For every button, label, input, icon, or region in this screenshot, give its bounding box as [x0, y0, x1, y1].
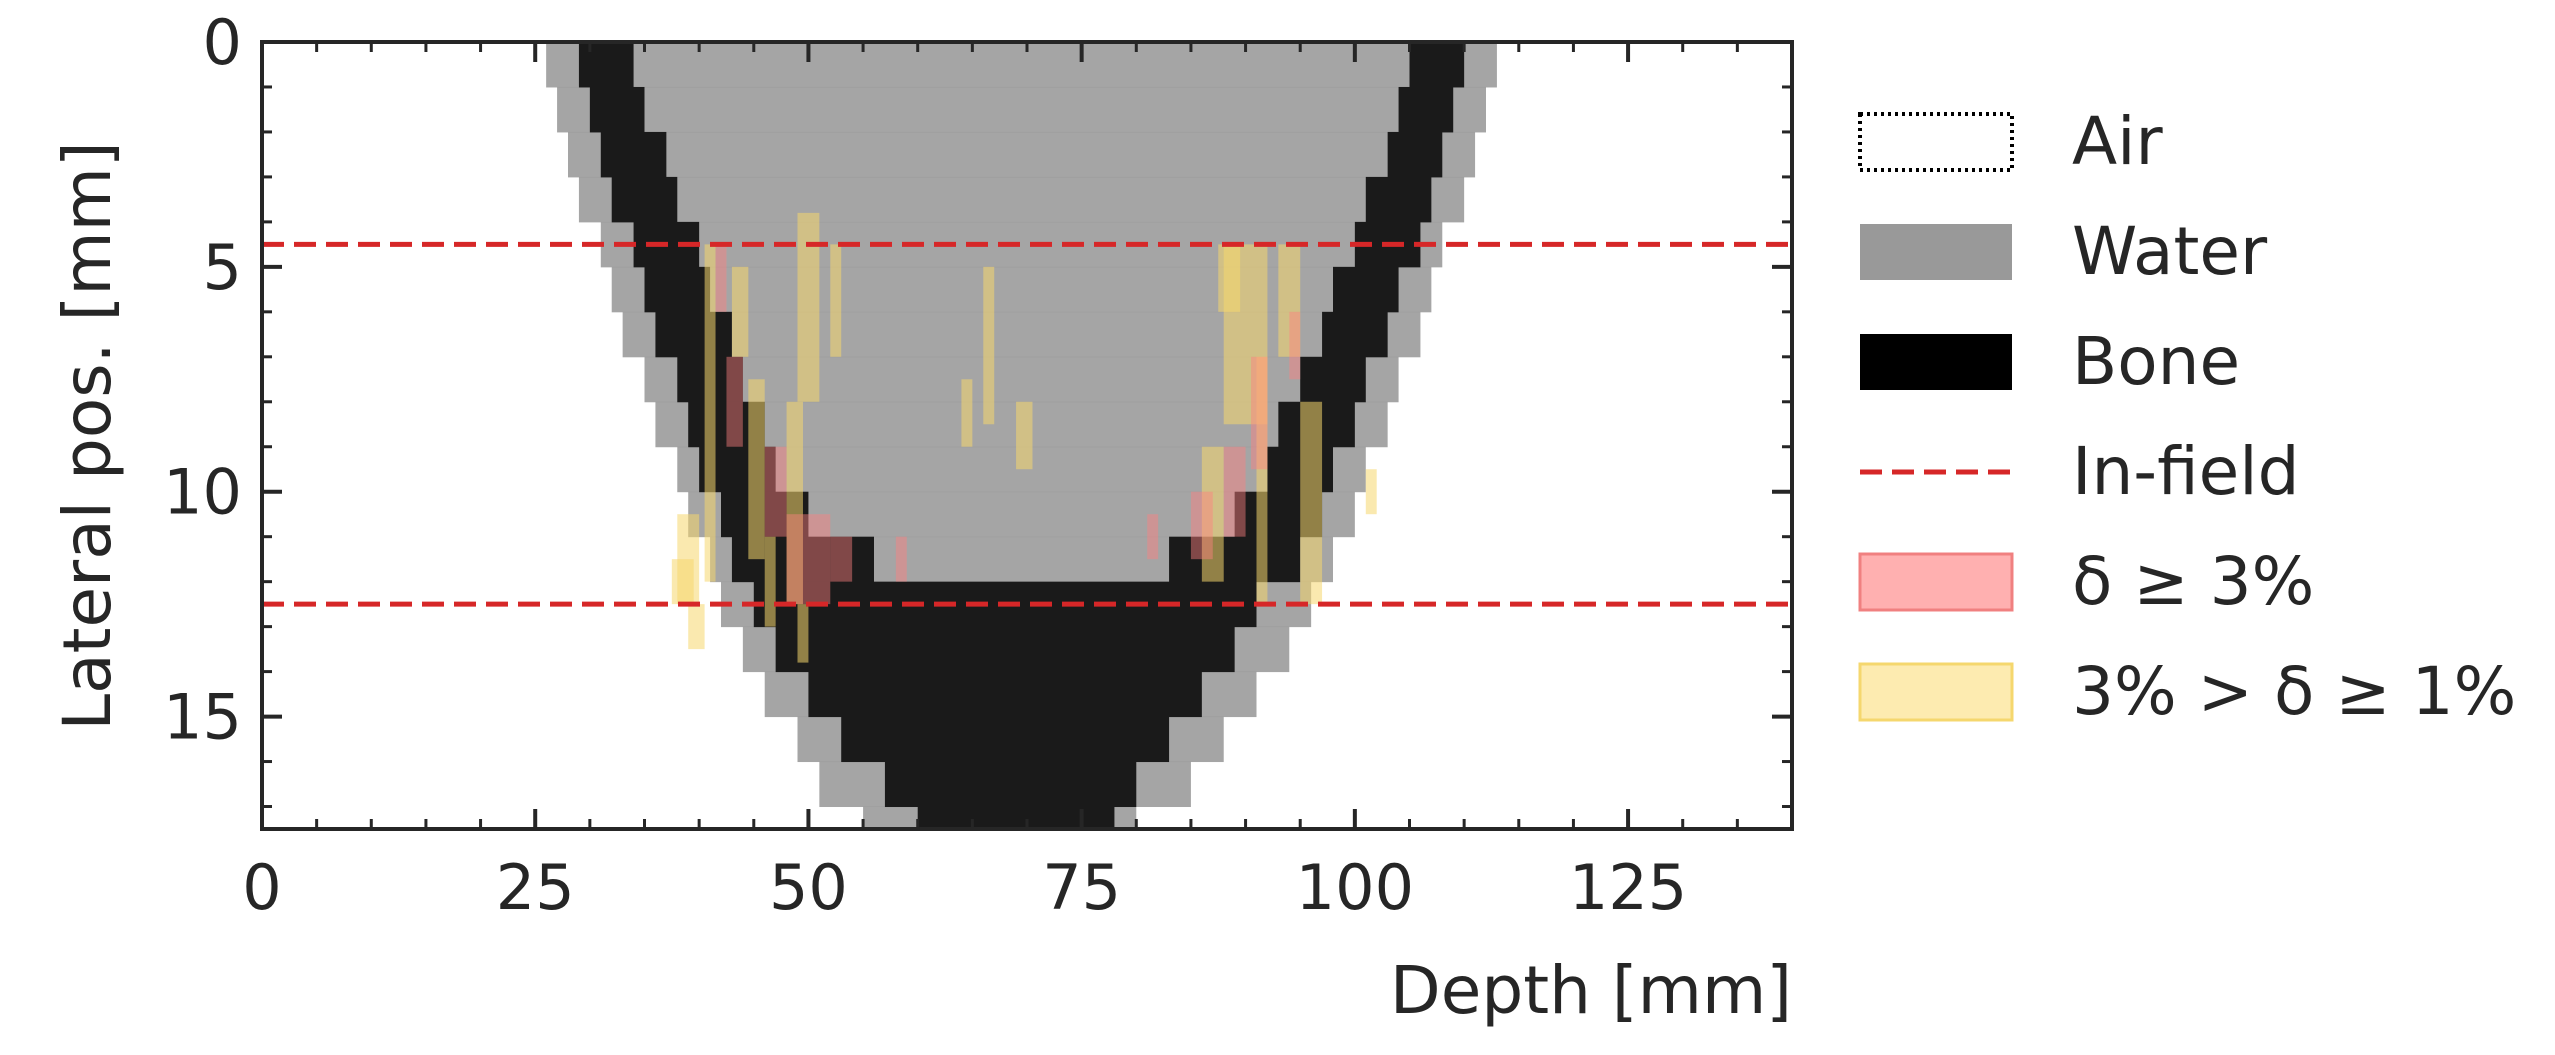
legend-air-swatch: [1858, 112, 2014, 172]
delta-high-cell: [1223, 446, 1246, 537]
delta-mid-cell: [1016, 401, 1033, 470]
bone-cell: [775, 626, 1235, 673]
delta-mid-cell: [1365, 469, 1377, 515]
y-axis-label: Lateral pos. [mm]: [49, 141, 126, 730]
legend-label: Air: [2072, 103, 2163, 180]
legend-label: Bone: [2072, 323, 2240, 400]
y-tick-label: 5: [203, 231, 242, 304]
bone-cell: [655, 311, 732, 358]
bone-cell: [1333, 266, 1399, 313]
delta-layer: [671, 212, 1377, 663]
delta-high-cell: [830, 536, 853, 582]
delta-mid-cell: [688, 604, 705, 650]
bone-cell: [1322, 311, 1388, 358]
delta-mid-cell: [983, 266, 995, 425]
delta-mid-cell: [797, 212, 820, 402]
bone-cell: [841, 716, 1170, 763]
y-axis: 0 5 10 15: [163, 6, 1792, 809]
x-tick-label: 0: [242, 851, 281, 924]
legend-item: δ ≥ 3%: [1858, 543, 2314, 620]
x-tick-label: 125: [1569, 851, 1687, 924]
legend-label: 3% > δ ≥ 1%: [2072, 653, 2516, 730]
bone-cell: [1169, 536, 1301, 583]
x-tick-label: 100: [1296, 851, 1414, 924]
legend-label: Water: [2072, 213, 2268, 290]
delta-mid-cell: [830, 244, 842, 357]
delta-high-cell: [786, 514, 831, 605]
delta-mid-cell: [671, 559, 694, 605]
bone-cell: [808, 671, 1202, 718]
legend-delta-high-swatch: [1858, 552, 2014, 612]
bone-cell: [589, 86, 645, 133]
legend-bone-swatch: [1860, 334, 2012, 390]
delta-mid-cell: [786, 401, 803, 605]
bone-cell: [1398, 86, 1454, 133]
bone-cell: [917, 806, 1115, 829]
bone-cell: [1365, 176, 1432, 223]
legend-item: Air: [1858, 103, 2163, 180]
delta-mid-cell: [797, 604, 809, 663]
legend-item: 3% > δ ≥ 1%: [1858, 653, 2516, 730]
delta-high-cell: [726, 356, 743, 447]
legend-item: Bone: [1860, 323, 2240, 400]
delta-high-cell: [1289, 311, 1301, 380]
bone-cell: [884, 761, 1137, 808]
plot-area: [262, 42, 1792, 829]
delta-high-cell: [764, 446, 787, 537]
delta-high-cell: [1190, 491, 1213, 560]
bone-cell: [1387, 131, 1443, 178]
bone-cell: [1409, 42, 1465, 88]
delta-high-cell: [895, 536, 907, 582]
legend-item: Water: [1860, 213, 2268, 290]
x-axis-label: Depth [mm]: [1390, 952, 1792, 1029]
water-cell: [557, 86, 1486, 133]
water-cell: [578, 176, 1465, 223]
legend-item: In-field: [1860, 433, 2300, 510]
water-cell: [644, 356, 1399, 403]
delta-mid-cell: [1256, 356, 1268, 605]
water-cell: [568, 131, 1476, 178]
y-tick-label: 10: [163, 456, 242, 529]
delta-mid-cell: [1278, 244, 1301, 357]
water-cell: [546, 42, 1497, 88]
delta-mid-cell: [731, 266, 749, 357]
delta-high-cell: [1147, 514, 1159, 560]
legend-delta-mid-swatch: [1858, 662, 2014, 722]
y-tick-label: 0: [203, 6, 242, 79]
x-tick-label: 50: [769, 851, 848, 924]
bone-layer: [578, 42, 1465, 829]
x-axis: 0 25 50 75 100 125: [242, 42, 1794, 924]
bone-cell: [1300, 356, 1366, 403]
x-tick-label: 75: [1042, 851, 1121, 924]
legend-label: In-field: [2072, 433, 2300, 510]
delta-high-cell: [1251, 356, 1268, 470]
delta-mid-cell: [704, 244, 716, 582]
delta-mid-cell: [1300, 401, 1323, 605]
bone-cell: [644, 266, 711, 313]
bone-cell: [578, 42, 634, 88]
delta-mid-cell: [961, 379, 973, 447]
delta-high-cell: [715, 244, 727, 312]
delta-mid-cell: [764, 536, 776, 627]
legend-water-swatch: [1860, 224, 2012, 280]
delta-mid-cell: [748, 379, 765, 560]
y-tick-label: 15: [163, 681, 242, 754]
legend-label: δ ≥ 3%: [2072, 543, 2314, 620]
bone-cell: [600, 131, 667, 178]
delta-mid-cell: [1201, 446, 1224, 582]
legend: Air Water Bone In-field δ ≥ 3% 3% > δ ≥ 1%: [1858, 103, 2516, 730]
x-tick-label: 25: [496, 851, 575, 924]
bone-cell: [611, 176, 678, 223]
